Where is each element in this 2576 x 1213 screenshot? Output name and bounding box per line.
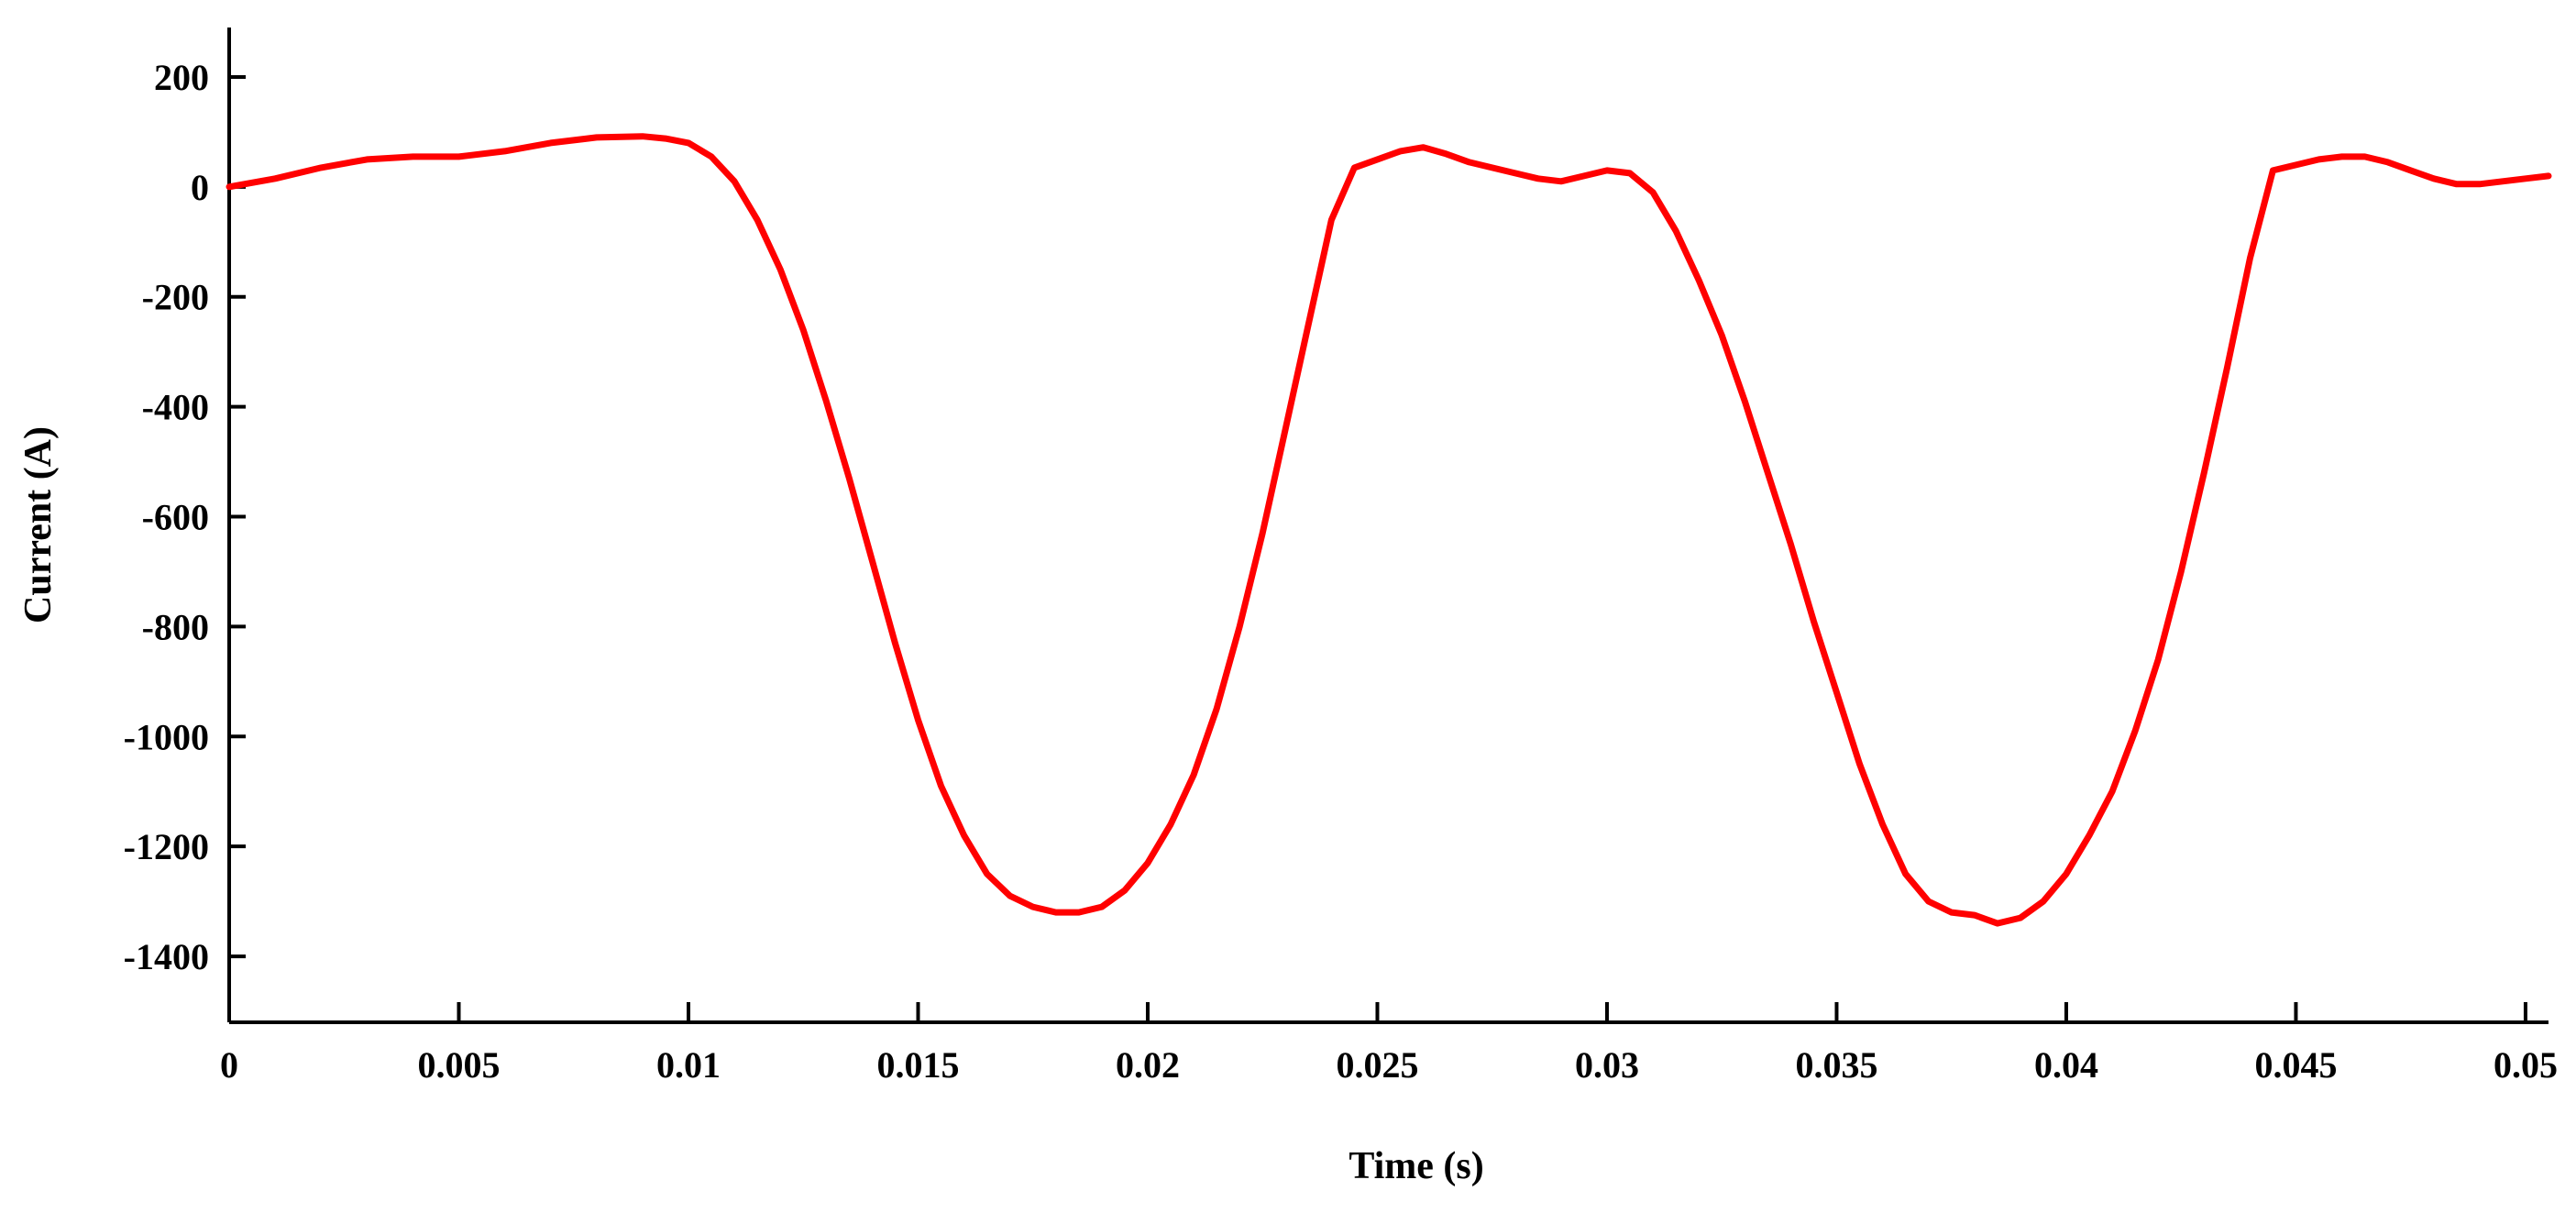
x-tick-label: 0.03 [1575, 1044, 1639, 1086]
x-tick-label: 0.02 [1116, 1044, 1180, 1086]
x-tick-label: 0.04 [2034, 1044, 2098, 1086]
series-layer [226, 133, 2552, 927]
y-ticks: 200 0 -200 -400 -600 -800 -1000 -1200 -1400 [124, 57, 246, 977]
x-axis-title: Time (s) [1349, 1145, 1483, 1187]
x-tick-label: 0.005 [417, 1044, 500, 1086]
axes [227, 28, 2548, 1024]
y-tick-label: 200 [154, 57, 209, 98]
x-tick-label: 0.01 [656, 1044, 721, 1086]
y-tick-label: -600 [142, 497, 209, 538]
y-tick-label: -1200 [124, 826, 209, 867]
y-tick-label: -200 [142, 277, 209, 318]
x-tick-label: 0.05 [2493, 1044, 2558, 1086]
x-tick-label: 0.045 [2254, 1044, 2337, 1086]
y-tick-label: 0 [191, 167, 209, 208]
series-line-current [226, 133, 2552, 927]
x-tick-label: 0 [220, 1044, 238, 1086]
x-ticks: 0 0.005 0.01 0.015 0.02 0.025 0.03 0.035 0.04 0.0… [220, 1002, 2558, 1086]
y-axis-title: Current (A) [17, 426, 60, 623]
x-tick-label: 0.025 [1336, 1044, 1418, 1086]
x-tick-label: 0.035 [1795, 1044, 1877, 1086]
x-tick-label: 0.015 [876, 1044, 959, 1086]
y-tick-label: -400 [142, 387, 209, 428]
y-tick-label: -1400 [124, 936, 209, 977]
y-tick-label: -1000 [124, 716, 209, 757]
y-tick-label: -800 [142, 606, 209, 647]
